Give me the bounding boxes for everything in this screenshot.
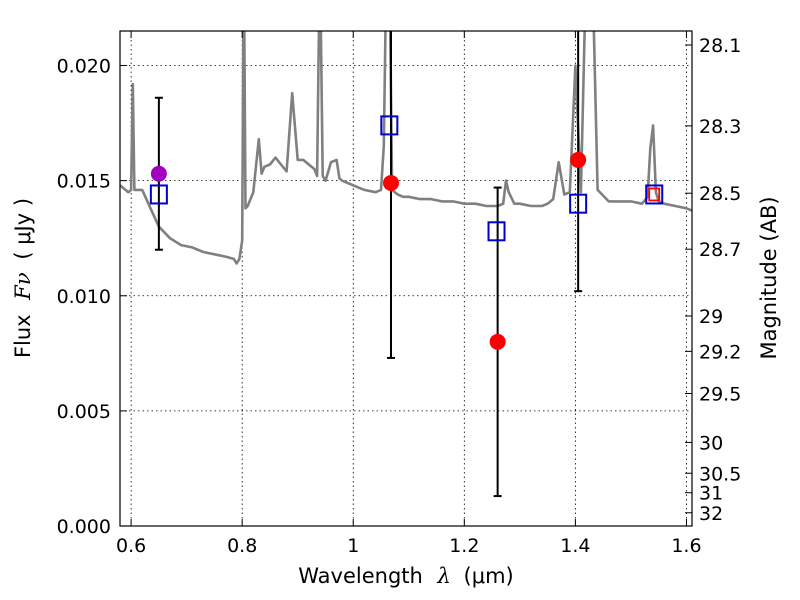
y-tick-label: 0.020: [57, 56, 111, 78]
y2-tick-label: 28.3: [699, 116, 741, 138]
x-tick-label: 1: [347, 535, 359, 557]
model-square: [487, 221, 506, 242]
x-tick-label: 1.2: [449, 535, 479, 557]
y2-tick-label: 31: [699, 483, 723, 505]
y-tick-label: 0.015: [57, 171, 111, 193]
y2-tick-label: 28.7: [699, 239, 741, 261]
model-square: [569, 193, 588, 214]
model-square: [380, 115, 399, 136]
x-tick-label: 1.4: [560, 535, 590, 557]
model-square-small: [648, 187, 661, 202]
x-axis-title-symbol: λ: [437, 564, 451, 588]
y-tick-label: 0.005: [57, 401, 111, 423]
plot-area: [120, 31, 692, 498]
tick-marks: [120, 31, 692, 527]
y2-tick-label: 29: [699, 306, 723, 328]
y2-tick-label: 29.2: [699, 341, 741, 363]
y2-axis-title: Magnitude (AB): [757, 196, 781, 359]
y2-tick-label: 29.5: [699, 384, 741, 406]
x-axis-title-text: Wavelength: [298, 564, 423, 588]
x-tick-label: 0.8: [227, 535, 257, 557]
x-axis-title: Wavelength λ (μm): [298, 564, 513, 588]
model-square: [645, 184, 664, 205]
y-axis-title-symbol: Fν: [11, 272, 35, 301]
model-square: [149, 184, 168, 205]
y-axis-title: Flux Fν ( μJy ): [11, 198, 35, 358]
y2-tick-label: 28.1: [699, 35, 741, 57]
data-point: [383, 174, 400, 191]
data-point: [570, 151, 587, 168]
y-axis-title-unit: ( μJy ): [11, 198, 35, 260]
data-point: [489, 333, 506, 350]
x-axis-title-unit: (μm): [464, 564, 514, 588]
y2-tick-label: 30.5: [699, 463, 741, 485]
y2-tick-label: 28.5: [699, 183, 741, 205]
x-tick-label: 1.6: [671, 535, 701, 557]
y-tick-label: 0.010: [57, 286, 111, 308]
axes-frame: [119, 30, 693, 527]
tick-labels: 0.6 0.8 1 1.2 1.4 1.6 0.000 0.005 0.010 0.015 0.02…: [57, 35, 742, 557]
y2-tick-label: 32: [699, 503, 723, 525]
y2-tick-label: 30: [699, 432, 723, 454]
data-point: [150, 165, 167, 182]
spectrum-line: [120, 31, 692, 265]
y-tick-label: 0.000: [57, 516, 111, 538]
x-tick-label: 0.6: [116, 535, 146, 557]
y-axis-title-text: Flux: [11, 314, 35, 358]
